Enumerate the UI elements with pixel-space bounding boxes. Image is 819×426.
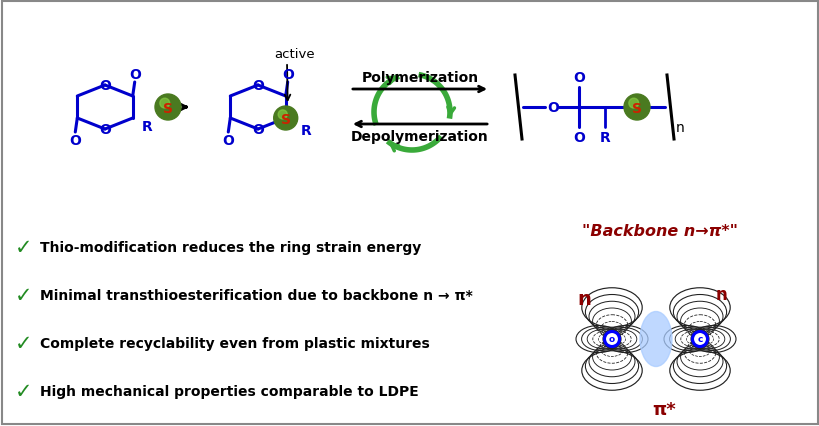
Text: S: S <box>280 113 291 127</box>
Text: ✓: ✓ <box>15 237 33 257</box>
Circle shape <box>155 95 181 121</box>
Text: O: O <box>251 123 264 137</box>
Circle shape <box>623 95 649 121</box>
Text: O: O <box>99 79 111 93</box>
Text: n: n <box>715 285 727 303</box>
Text: O: O <box>222 134 234 148</box>
Text: R: R <box>141 120 152 134</box>
Text: High mechanical properties comparable to LDPE: High mechanical properties comparable to… <box>40 384 419 398</box>
Text: c: c <box>696 335 702 344</box>
Text: ✓: ✓ <box>15 285 33 305</box>
Text: Complete recyclability even from plastic mixtures: Complete recyclability even from plastic… <box>40 336 429 350</box>
Text: O: O <box>251 79 264 93</box>
Text: O: O <box>129 68 141 82</box>
Text: O: O <box>572 71 584 85</box>
Text: S: S <box>631 102 641 116</box>
Text: o: o <box>609 335 614 344</box>
Text: Thio-modification reduces the ring strain energy: Thio-modification reduces the ring strai… <box>40 240 421 254</box>
Text: O: O <box>282 68 293 82</box>
Text: O: O <box>546 101 559 115</box>
Ellipse shape <box>639 312 672 367</box>
Text: R: R <box>599 131 609 145</box>
Circle shape <box>278 111 287 120</box>
Text: Minimal transthioesterification due to backbone n → π*: Minimal transthioesterification due to b… <box>40 288 473 302</box>
Circle shape <box>628 99 638 109</box>
Text: "Backbone n→π*": "Backbone n→π*" <box>581 224 737 239</box>
Text: ✓: ✓ <box>15 333 33 353</box>
Text: π*: π* <box>651 400 675 418</box>
Text: S: S <box>163 102 173 116</box>
Text: active: active <box>274 49 315 61</box>
Circle shape <box>604 332 618 347</box>
Circle shape <box>692 332 707 347</box>
Text: n: n <box>675 121 684 135</box>
Text: Depolymerization: Depolymerization <box>351 130 488 144</box>
Text: Polymerization: Polymerization <box>361 71 478 85</box>
Text: O: O <box>572 131 584 145</box>
Text: O: O <box>99 123 111 137</box>
Text: O: O <box>70 134 81 148</box>
Circle shape <box>160 99 170 109</box>
Text: ✓: ✓ <box>15 381 33 401</box>
Text: R: R <box>300 124 310 138</box>
Circle shape <box>274 107 297 131</box>
Text: n: n <box>577 290 590 309</box>
